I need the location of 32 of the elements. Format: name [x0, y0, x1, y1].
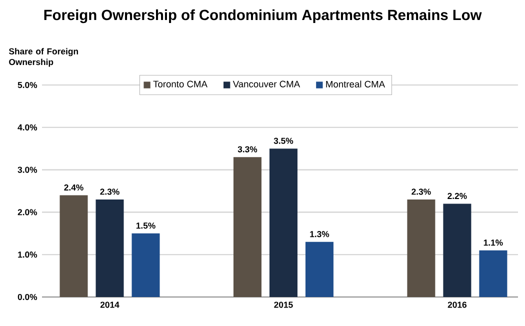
chart-title: Foreign Ownership of Condominium Apartments Remains Low [44, 9, 482, 24]
bar [269, 148, 298, 297]
data-label: 1.1% [484, 240, 503, 246]
data-label: 2.3% [100, 188, 120, 195]
y-tick-label: 3.0% [18, 166, 38, 173]
y-tick-label: 2.0% [18, 209, 38, 216]
bar [479, 250, 508, 297]
bar [305, 242, 334, 297]
y-tick-label: 0.0% [18, 294, 38, 300]
bar [233, 157, 262, 297]
y-tick-label: 1.0% [18, 252, 38, 258]
x-tick-label: 2016 [448, 302, 467, 308]
data-label: 3.5% [274, 138, 294, 144]
data-label: 1.5% [136, 222, 156, 229]
bar [443, 204, 472, 297]
x-tick-label: 2015 [274, 302, 293, 308]
x-tick-label: 2014 [100, 302, 120, 308]
data-label: 2.2% [448, 192, 467, 200]
legend-label: Toronto CMA [153, 80, 208, 88]
data-label: 2.3% [412, 188, 431, 195]
bar [132, 233, 160, 297]
data-label: 3.3% [238, 146, 258, 152]
y-axis-title: Share of Foreign Ownership [8, 48, 78, 67]
bar [96, 199, 124, 297]
bar [60, 195, 88, 297]
legend-label: Montreal CMA [326, 80, 386, 88]
legend-label: Vancouver CMA [232, 80, 300, 88]
data-label: 1.3% [310, 231, 330, 238]
data-label: 2.4% [64, 184, 84, 191]
y-tick-label: 5.0% [18, 82, 38, 88]
y-tick-label: 4.0% [18, 124, 38, 130]
bar [407, 199, 436, 297]
